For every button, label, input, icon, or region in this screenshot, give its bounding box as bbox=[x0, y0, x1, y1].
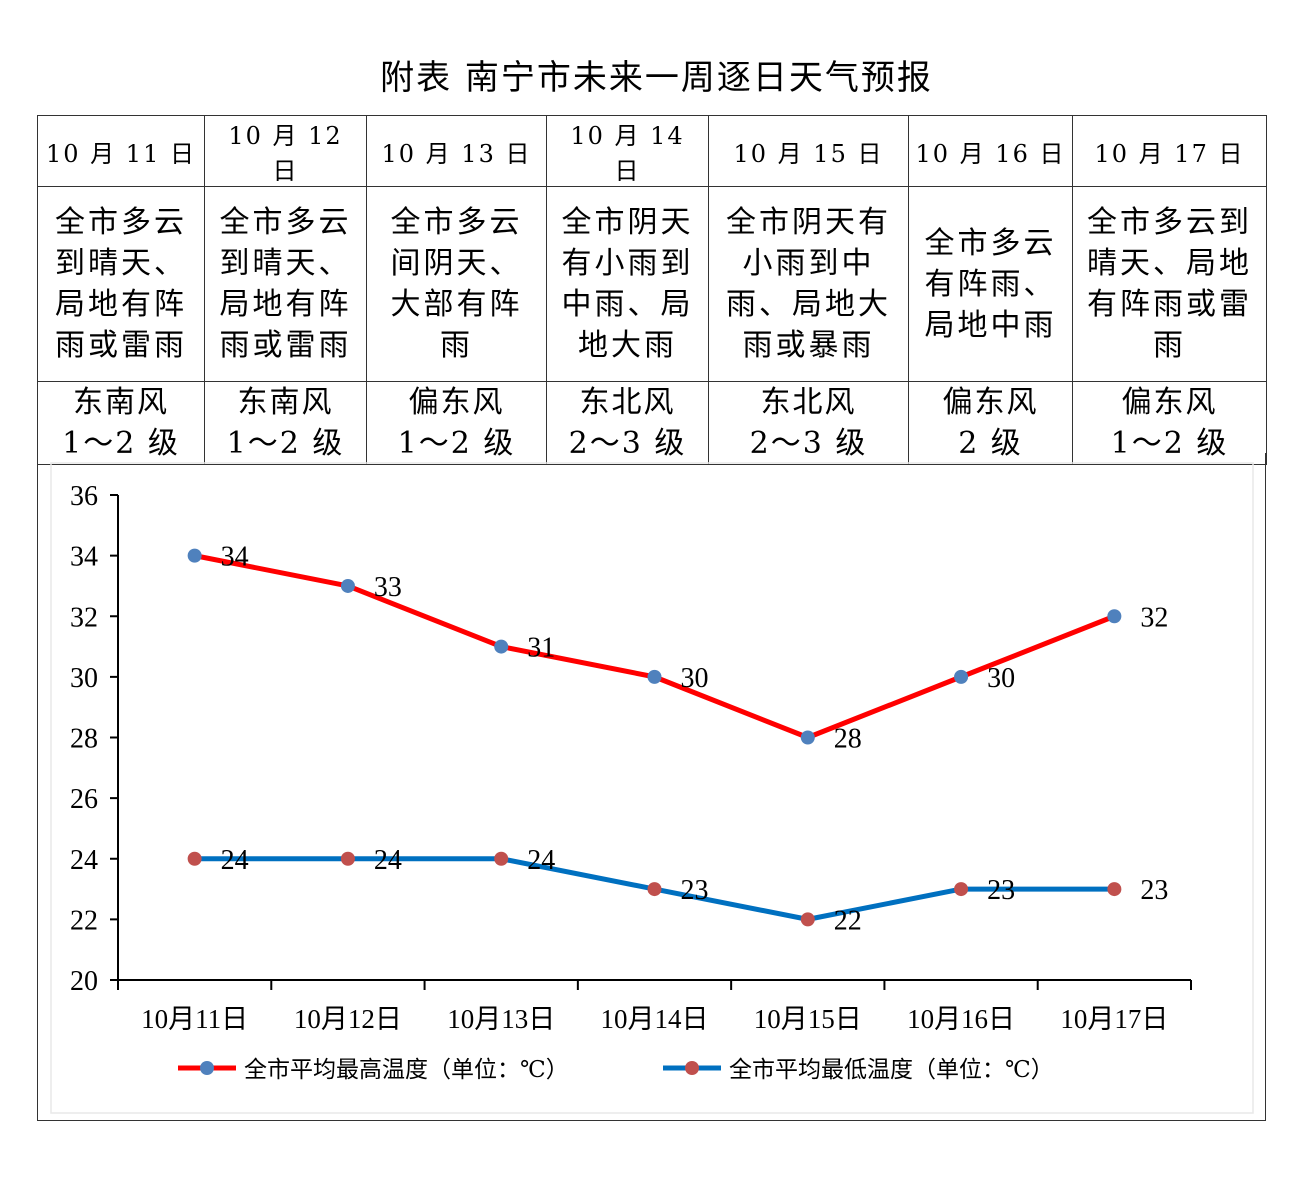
weather-desc-cell: 全市多云到晴天、局地有阵雨或雷雨 bbox=[204, 186, 367, 382]
wind-cell: 东北风 2～3 级 bbox=[708, 381, 909, 465]
data-label: 23 bbox=[1140, 875, 1168, 906]
wind-level: 2～3 级 bbox=[749, 426, 868, 461]
data-label: 22 bbox=[834, 905, 862, 936]
y-tick-label: 22 bbox=[70, 905, 98, 936]
forecast-table: 10 月 11 日 10 月 12 日 10 月 13 日 10 月 14 日 … bbox=[37, 115, 1267, 465]
date-cell: 10 月 17 日 bbox=[1072, 115, 1267, 187]
chart-area-frame bbox=[50, 462, 1254, 1114]
y-tick-label: 24 bbox=[70, 845, 98, 876]
y-tick-label: 26 bbox=[70, 784, 98, 815]
data-point bbox=[340, 851, 355, 866]
data-point bbox=[1107, 609, 1122, 624]
legend-marker bbox=[685, 1061, 699, 1075]
y-tick-label: 20 bbox=[70, 966, 98, 997]
legend-label: 全市平均最高温度（单位：℃） bbox=[244, 1057, 569, 1083]
data-point bbox=[954, 882, 969, 897]
wind-level: 1～2 级 bbox=[226, 426, 345, 461]
data-point bbox=[954, 669, 969, 684]
data-label: 30 bbox=[681, 663, 709, 694]
wind-level: 2～3 级 bbox=[568, 426, 687, 461]
data-point bbox=[187, 851, 202, 866]
date-cell: 10 月 16 日 bbox=[908, 115, 1073, 187]
wind-cell: 东北风 2～3 级 bbox=[546, 381, 709, 465]
data-point bbox=[1107, 882, 1122, 897]
data-label: 23 bbox=[987, 875, 1015, 906]
series-line bbox=[194, 553, 1116, 740]
legend-label: 全市平均最低温度（单位：℃） bbox=[729, 1057, 1054, 1083]
y-tick-label: 32 bbox=[70, 602, 98, 633]
y-tick-label: 36 bbox=[70, 481, 98, 512]
x-tick-label: 10月12日 bbox=[294, 1004, 402, 1034]
x-tick-label: 10月14日 bbox=[601, 1004, 709, 1034]
data-point bbox=[494, 851, 509, 866]
wind-direction: 东北风 bbox=[760, 385, 857, 420]
page-title: 附表 南宁市未来一周逐日天气预报 bbox=[380, 58, 933, 98]
y-tick-label: 28 bbox=[70, 724, 98, 755]
weather-desc-cell: 全市多云到晴天、局地有阵雨或雷雨 bbox=[37, 186, 205, 382]
wind-direction: 偏东风 bbox=[1121, 385, 1218, 420]
data-label: 34 bbox=[221, 542, 249, 573]
data-point bbox=[647, 669, 662, 684]
wind-direction: 东南风 bbox=[237, 385, 334, 420]
wind-cell: 东南风 1～2 级 bbox=[37, 381, 205, 465]
wind-direction: 偏东风 bbox=[942, 385, 1039, 420]
data-label: 24 bbox=[221, 845, 249, 876]
data-point bbox=[800, 730, 815, 745]
wind-direction: 东南风 bbox=[73, 385, 169, 420]
legend-marker bbox=[200, 1061, 214, 1075]
data-label: 24 bbox=[374, 845, 402, 876]
data-label: 33 bbox=[374, 572, 402, 603]
weather-desc-cell: 全市阴天有小雨到中雨、局地大雨 bbox=[546, 186, 709, 382]
y-tick-label: 34 bbox=[70, 542, 98, 573]
data-label: 24 bbox=[527, 845, 555, 876]
date-cell: 10 月 15 日 bbox=[708, 115, 909, 187]
data-point bbox=[494, 639, 509, 654]
data-label: 23 bbox=[681, 875, 709, 906]
wind-level: 1～2 级 bbox=[1110, 426, 1229, 461]
data-point bbox=[800, 912, 815, 927]
chart-panel: 20 22 24 26 28 30 32 34 36 10月11日 10月12日 10月13日 10月1… bbox=[37, 453, 1266, 1121]
data-point bbox=[647, 882, 662, 897]
wind-cell: 偏东风 1～2 级 bbox=[1072, 381, 1267, 465]
date-cell: 10 月 11 日 bbox=[37, 115, 205, 187]
date-cell: 10 月 12 日 bbox=[204, 115, 367, 187]
weather-desc-cell: 全市多云到晴天、局地有阵雨或雷雨 bbox=[1072, 186, 1267, 382]
data-label: 32 bbox=[1140, 602, 1168, 633]
wind-level: 1～2 级 bbox=[62, 426, 180, 461]
data-point bbox=[187, 548, 202, 563]
x-tick-label: 10月13日 bbox=[447, 1004, 555, 1034]
weather-desc-cell: 全市阴天有小雨到中雨、局地大雨或暴雨 bbox=[708, 186, 909, 382]
y-tick-label: 30 bbox=[70, 663, 98, 694]
wind-direction: 东北风 bbox=[579, 385, 676, 420]
wind-cell: 偏东风 1～2 级 bbox=[366, 381, 547, 465]
wind-cell: 东南风 1～2 级 bbox=[204, 381, 367, 465]
date-cell: 10 月 13 日 bbox=[366, 115, 547, 187]
data-label: 30 bbox=[987, 663, 1015, 694]
wind-level: 2 级 bbox=[958, 426, 1023, 461]
x-tick-label: 10月15日 bbox=[754, 1004, 862, 1034]
data-label: 31 bbox=[527, 633, 555, 664]
weather-desc-cell: 全市多云有阵雨、局地中雨 bbox=[908, 186, 1073, 382]
x-tick-label: 10月16日 bbox=[907, 1004, 1015, 1034]
temperature-chart: 20 22 24 26 28 30 32 34 36 10月11日 10月12日 10月13日 10月1… bbox=[50, 462, 1254, 1114]
data-label: 28 bbox=[834, 724, 862, 755]
date-cell: 10 月 14 日 bbox=[546, 115, 709, 187]
weather-desc-cell: 全市多云间阴天、大部有阵雨 bbox=[366, 186, 547, 382]
wind-direction: 偏东风 bbox=[408, 385, 505, 420]
x-tick-label: 10月11日 bbox=[141, 1004, 248, 1034]
data-point bbox=[340, 578, 355, 593]
wind-cell: 偏东风 2 级 bbox=[908, 381, 1073, 465]
wind-level: 1～2 级 bbox=[397, 426, 516, 461]
x-tick-label: 10月17日 bbox=[1060, 1004, 1168, 1034]
